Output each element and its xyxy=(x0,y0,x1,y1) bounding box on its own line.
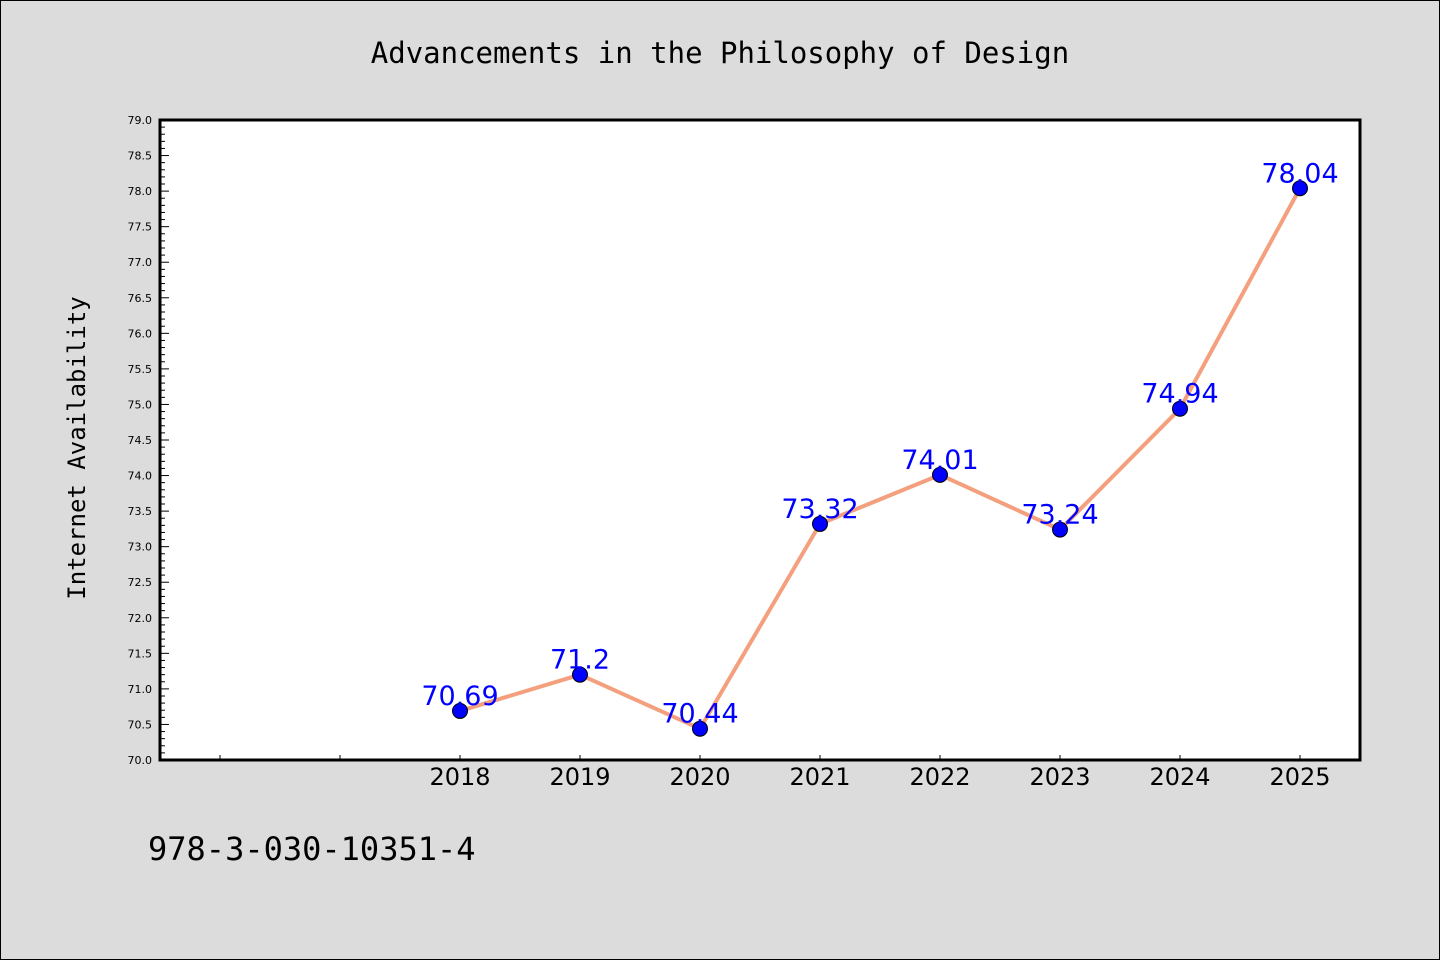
data-label: 74.94 xyxy=(1141,379,1218,410)
data-label: 70.44 xyxy=(661,699,738,730)
data-labels-layer: 70.69 71.2 70.44 73.32 74.01 73.24 74.94 78.04 xyxy=(421,158,1338,729)
data-label: 74.01 xyxy=(901,445,978,476)
data-label: 70.69 xyxy=(421,681,498,712)
y-tick-label: 70.5 xyxy=(128,718,153,731)
y-tick-label: 77.0 xyxy=(128,256,153,269)
y-tick-label: 75.5 xyxy=(128,363,153,376)
y-tick-label: 71.5 xyxy=(128,647,153,660)
data-point-marker xyxy=(1172,400,1188,417)
y-tick-label: 76.0 xyxy=(128,327,153,340)
y-tick-label: 75.0 xyxy=(128,398,153,411)
data-point-marker xyxy=(932,466,948,483)
x-tick-label: 2022 xyxy=(909,763,970,791)
y-tick-label: 72.5 xyxy=(128,576,153,589)
chart-title: Advancements in the Philosophy of Design xyxy=(371,36,1069,70)
data-point-marker xyxy=(1052,521,1068,538)
y-tick-label: 76.5 xyxy=(128,292,153,305)
plot-area xyxy=(158,118,1362,762)
y-tick-label: 74.0 xyxy=(128,470,153,483)
y-tick-label: 73.0 xyxy=(128,541,153,554)
y-tick-label: 78.0 xyxy=(128,185,153,198)
y-tick-label: 71.0 xyxy=(128,683,153,696)
data-label: 78.04 xyxy=(1261,158,1338,189)
y-axis-label: Internet Availability xyxy=(63,296,91,599)
isbn-text: 978-3-030-10351-4 xyxy=(148,830,476,868)
x-tick-label: 2020 xyxy=(669,763,730,791)
data-point-marker xyxy=(452,702,468,719)
y-tick-label: 70.0 xyxy=(128,754,153,767)
y-tick-label: 74.5 xyxy=(128,434,153,447)
data-label: 73.32 xyxy=(781,494,858,525)
data-label: 73.24 xyxy=(1021,500,1098,531)
axis-ticks: 70.0 70.5 71.0 71.5 72.0 72.5 73.0 73.5 74.0 74.5… xyxy=(128,114,1331,791)
x-tick-label: 2023 xyxy=(1029,763,1090,791)
data-label: 71.2 xyxy=(550,645,610,676)
y-tick-label: 73.5 xyxy=(128,505,153,518)
data-point-marker xyxy=(1292,180,1308,197)
y-tick-label: 77.5 xyxy=(128,221,153,234)
markers-layer xyxy=(452,180,1308,737)
x-tick-label: 2025 xyxy=(1269,763,1330,791)
x-tick-label: 2018 xyxy=(429,763,490,791)
x-tick-label: 2024 xyxy=(1149,763,1210,791)
x-tick-label: 2019 xyxy=(549,763,610,791)
series-line xyxy=(459,187,1302,731)
y-tick-label: 72.0 xyxy=(128,612,153,625)
data-point-marker xyxy=(572,666,588,683)
y-tick-label: 79.0 xyxy=(128,114,153,127)
y-tick-label: 78.5 xyxy=(128,150,153,163)
x-tick-label: 2021 xyxy=(789,763,850,791)
data-point-marker xyxy=(692,720,708,737)
series-layer xyxy=(459,187,1302,731)
data-point-marker xyxy=(812,515,828,532)
